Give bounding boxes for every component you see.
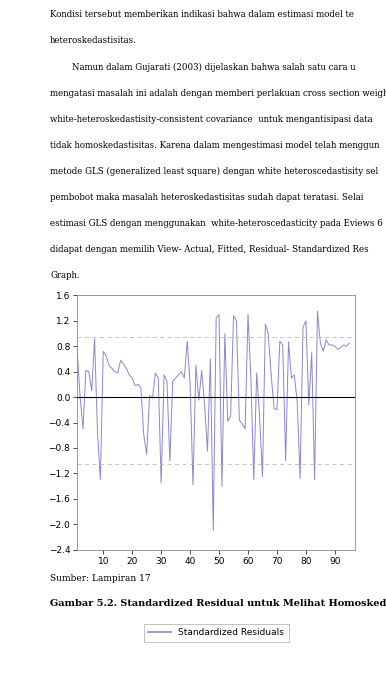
Text: metode GLS (generalized least square) dengan white heteroscedastisity sel: metode GLS (generalized least square) de…: [50, 167, 378, 176]
Text: estimasi GLS dengan menggunakan  white-heteroscedasticity pada Eviews 6: estimasi GLS dengan menggunakan white-he…: [50, 219, 383, 228]
Text: pembobot maka masalah heteroskedastisitas sudah dapat teratasi. Selai: pembobot maka masalah heteroskedastisita…: [50, 193, 364, 202]
Legend: Standardized Residuals: Standardized Residuals: [144, 624, 288, 642]
Text: Namun dalam Gujarati (2003) dijelaskan bahwa salah satu cara u: Namun dalam Gujarati (2003) dijelaskan b…: [50, 63, 356, 71]
Text: Sumber: Lampiran 17: Sumber: Lampiran 17: [50, 574, 151, 583]
Text: Kondisi tersebut memberikan indikasi bahwa dalam estimasi model te: Kondisi tersebut memberikan indikasi bah…: [50, 10, 354, 19]
Text: heteroskedastisitas.: heteroskedastisitas.: [50, 36, 137, 45]
Text: Gambar 5.2. Standardized Residual untuk Melihat Homoskedastisitas: Gambar 5.2. Standardized Residual untuk …: [50, 599, 386, 608]
Text: tidak homoskedastisitas. Karena dalam mengestimasi model telah menggun: tidak homoskedastisitas. Karena dalam me…: [50, 141, 380, 150]
Text: Graph.: Graph.: [50, 271, 80, 280]
Text: white-heteroskedastisity-consistent covariance  untuk mengantisipasi data: white-heteroskedastisity-consistent cova…: [50, 115, 373, 124]
Text: mengatasi masalah ini adalah dengan memberi perlakuan cross section weigh: mengatasi masalah ini adalah dengan memb…: [50, 89, 386, 98]
Text: didapat dengan memilih View- Actual, Fitted, Residual- Standardized Res: didapat dengan memilih View- Actual, Fit…: [50, 245, 369, 254]
